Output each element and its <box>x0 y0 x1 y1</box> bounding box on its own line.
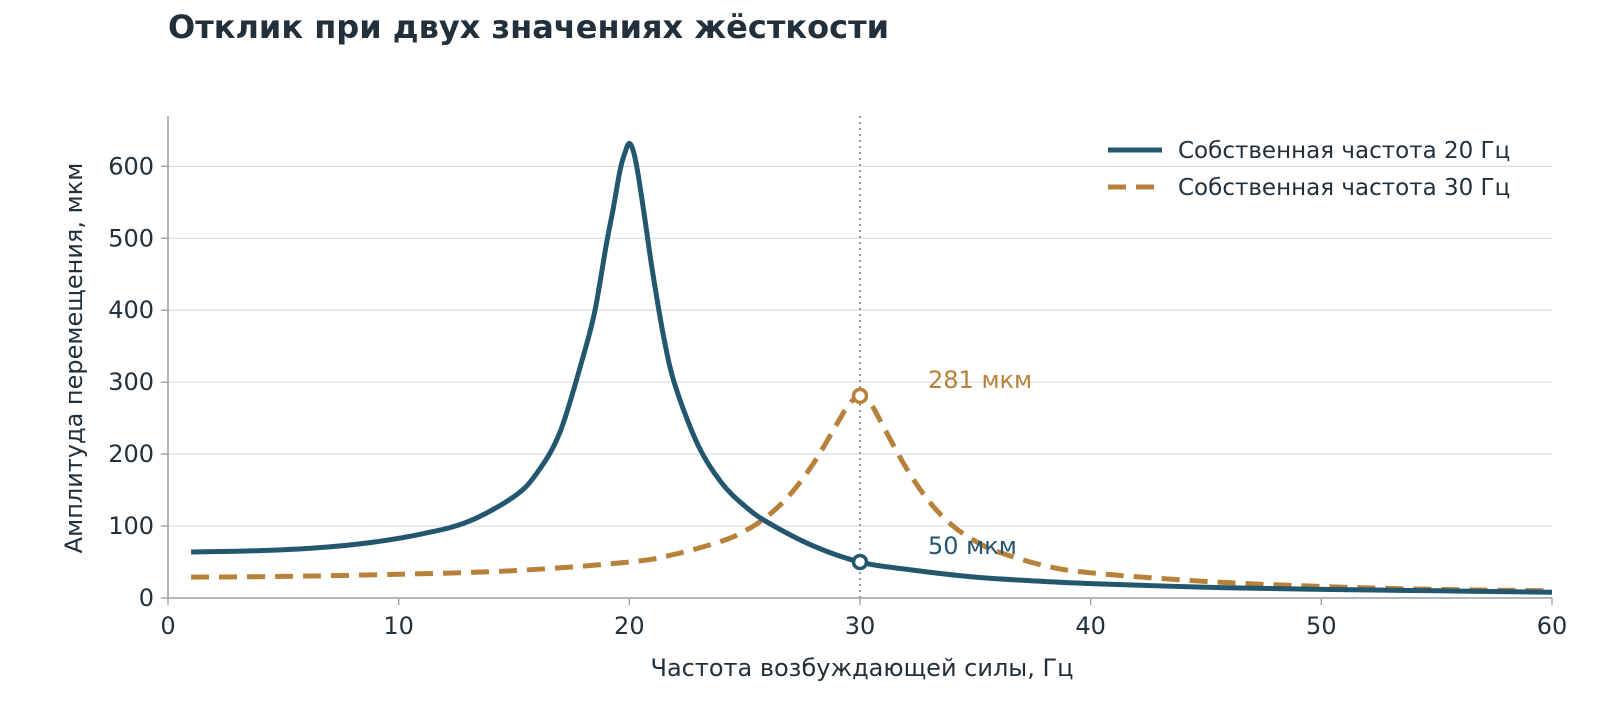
y-axis-label: Амплитуда перемещения, мкм <box>60 163 88 554</box>
annotations: 281 мкм 50 мкм <box>851 366 1032 571</box>
annotation-marker <box>851 553 869 571</box>
x-tick-label: 20 <box>614 612 645 640</box>
legend-label-1: Собственная частота 20 Гц <box>1178 138 1510 164</box>
annotation-label: 50 мкм <box>928 532 1017 560</box>
x-tick-label: 30 <box>845 612 876 640</box>
x-tick-label: 0 <box>160 612 175 640</box>
legend-label-2: Собственная частота 30 Гц <box>1178 175 1510 201</box>
legend: Собственная частота 20 Гц Собственная час… <box>1108 138 1510 201</box>
y-tick-label: 600 <box>108 152 154 180</box>
y-tick-label: 400 <box>108 296 154 324</box>
x-tick-label: 10 <box>383 612 414 640</box>
x-tick-label: 40 <box>1075 612 1106 640</box>
y-tick-label: 0 <box>139 584 154 612</box>
chart-title: Отклик при двух значениях жёсткости <box>168 8 890 46</box>
x-tick-label: 60 <box>1537 612 1568 640</box>
y-tick-label: 200 <box>108 440 154 468</box>
x-axis-label: Частота возбуждающей силы, Гц <box>651 654 1074 682</box>
y-tick-label: 300 <box>108 368 154 396</box>
y-tick-label: 100 <box>108 512 154 540</box>
series-line-2 <box>191 393 1553 594</box>
annotation-label: 281 мкм <box>928 366 1032 394</box>
axes <box>161 116 1553 605</box>
series-line-1 <box>191 140 1553 595</box>
annotation-marker <box>851 387 869 405</box>
grid-lines <box>168 165 1552 527</box>
x-tick-label: 50 <box>1306 612 1337 640</box>
y-tick-label: 500 <box>108 224 154 252</box>
series-layer <box>191 140 1553 595</box>
